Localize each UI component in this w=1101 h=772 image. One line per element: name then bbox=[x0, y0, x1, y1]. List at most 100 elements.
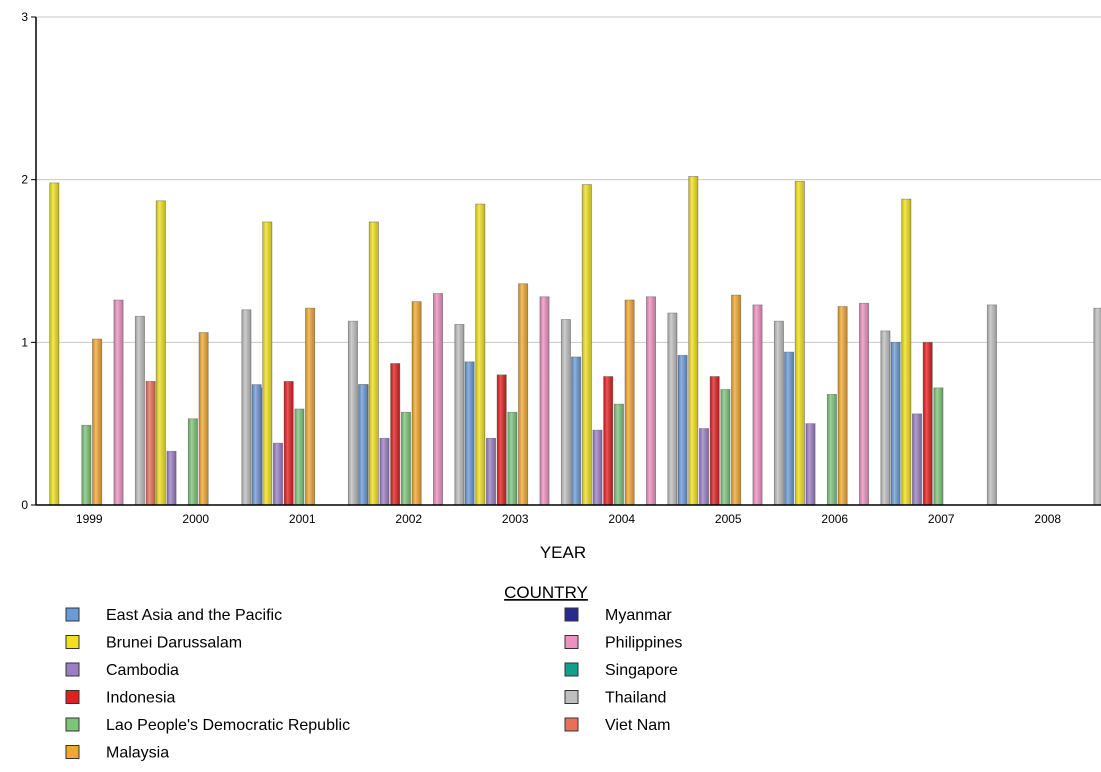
bar-2004-brunei-darussalam bbox=[581, 184, 592, 506]
bar-shading bbox=[774, 321, 784, 505]
legend-label: Cambodia bbox=[106, 662, 179, 679]
bar-2006-lao-people-s-democratic-republic bbox=[826, 393, 837, 506]
legend-label: Viet Nam bbox=[605, 717, 671, 734]
bar-1999-malaysia bbox=[92, 338, 103, 506]
bar-shading bbox=[273, 443, 283, 505]
bar-shading bbox=[412, 301, 422, 505]
legend-label: Singapore bbox=[605, 662, 678, 679]
bar-2000-thailand bbox=[241, 309, 252, 506]
bar-shading bbox=[146, 381, 156, 505]
axes: 0 1 2 3 1999 2000 2001 2002 2003 2004 2005 2006 2007… bbox=[21, 10, 1101, 526]
bar-2006-brunei-darussalam bbox=[794, 180, 805, 506]
bar-2003-indonesia bbox=[496, 374, 507, 506]
bar-shading bbox=[369, 221, 379, 505]
bar-2002-cambodia bbox=[379, 437, 390, 506]
bar-shading bbox=[625, 300, 635, 505]
bar-shading bbox=[859, 303, 869, 505]
bar-2000-cambodia bbox=[166, 450, 177, 506]
bar-2002-lao-people-s-democratic-republic bbox=[400, 411, 411, 506]
x-tick-label: 2004 bbox=[608, 512, 635, 526]
bar-shading bbox=[731, 295, 741, 505]
bar-shading bbox=[933, 387, 943, 505]
bar-2002-philippines bbox=[432, 293, 443, 506]
bar-shading bbox=[81, 425, 91, 505]
bar-shading bbox=[571, 356, 581, 505]
bar-shading bbox=[987, 304, 997, 505]
bar-shading bbox=[379, 438, 390, 505]
bar-shading bbox=[646, 296, 656, 505]
bar-2005-thailand bbox=[773, 320, 784, 506]
bar-2002-east-asia-and-the-pacific bbox=[358, 384, 369, 506]
y-tick-label: 3 bbox=[21, 10, 28, 24]
legend-swatch bbox=[65, 690, 80, 704]
bar-2003-thailand bbox=[560, 319, 571, 506]
bar-2004-east-asia-and-the-pacific bbox=[571, 356, 582, 506]
bar-shading bbox=[284, 381, 294, 505]
bar-2003-lao-people-s-democratic-republic bbox=[507, 411, 518, 506]
bar-shading bbox=[358, 384, 368, 505]
bar-2000-brunei-darussalam bbox=[155, 200, 166, 506]
legend-swatch bbox=[564, 717, 579, 732]
bar-2006-malaysia bbox=[837, 306, 848, 506]
legend-item-thailand: Thailand bbox=[564, 690, 666, 707]
bar-2003-malaysia bbox=[518, 283, 529, 506]
bar-2003-philippines bbox=[539, 296, 550, 506]
bar-2007-lao-people-s-democratic-republic bbox=[933, 387, 944, 506]
bar-shading bbox=[1093, 308, 1101, 505]
bar-shading bbox=[497, 374, 507, 505]
bar-shading bbox=[199, 332, 209, 505]
bar-shading bbox=[156, 200, 166, 505]
bar-2002-thailand bbox=[454, 324, 465, 506]
x-tick-label: 2005 bbox=[715, 512, 742, 526]
bar-2007-thailand bbox=[986, 304, 997, 506]
bar-2006-thailand bbox=[880, 330, 891, 506]
legend: East Asia and the Pacific Brunei Darussal… bbox=[65, 607, 682, 762]
bar-1999-brunei-darussalam bbox=[49, 182, 60, 506]
bar-2006-philippines bbox=[859, 302, 870, 506]
bar-2007-east-asia-and-the-pacific bbox=[890, 341, 901, 506]
x-tick-label: 2007 bbox=[928, 512, 955, 526]
bar-shading bbox=[838, 306, 848, 505]
x-tick-label: 1999 bbox=[76, 512, 103, 526]
legend-item-lao-people-s-democratic-republic: Lao People's Democratic Republic bbox=[65, 717, 350, 734]
legend-swatch bbox=[65, 607, 80, 622]
bar-2005-cambodia bbox=[699, 428, 710, 506]
x-tick-label: 2006 bbox=[821, 512, 848, 526]
legend-label: Thailand bbox=[605, 690, 666, 707]
x-tick-label: 2003 bbox=[502, 512, 529, 526]
bar-1999-philippines bbox=[113, 299, 124, 506]
bar-shading bbox=[688, 176, 698, 505]
bar-shading bbox=[805, 423, 816, 505]
x-tick-label: 2002 bbox=[395, 512, 422, 526]
bar-shading bbox=[113, 300, 124, 505]
legend-item-east-asia-and-the-pacific: East Asia and the Pacific bbox=[65, 607, 282, 624]
bar-shading bbox=[923, 342, 933, 505]
bar-shading bbox=[262, 221, 272, 505]
legend-item-cambodia: Cambodia bbox=[65, 662, 179, 679]
bar-2004-philippines bbox=[646, 296, 657, 506]
bar-2005-indonesia bbox=[709, 376, 720, 506]
bar-2004-lao-people-s-democratic-republic bbox=[613, 403, 624, 506]
legend-swatch bbox=[65, 717, 80, 732]
x-tick-label: 2008 bbox=[1034, 512, 1061, 526]
bar-shading bbox=[891, 342, 901, 505]
bar-2002-malaysia bbox=[411, 301, 422, 506]
bar-2001-malaysia bbox=[305, 307, 316, 506]
bar-shading bbox=[390, 363, 400, 505]
bar-2001-thailand bbox=[347, 320, 358, 506]
legend-item-indonesia: Indonesia bbox=[65, 690, 175, 707]
bar-shading bbox=[720, 389, 730, 505]
bar-shading bbox=[752, 304, 763, 505]
bar-shading bbox=[795, 181, 805, 505]
bar-2004-cambodia bbox=[592, 429, 603, 506]
bar-2005-lao-people-s-democratic-republic bbox=[720, 389, 731, 506]
bar-shading bbox=[784, 352, 794, 505]
bar-shading bbox=[614, 404, 624, 505]
bar-shading bbox=[699, 428, 709, 505]
bar-shading bbox=[912, 413, 922, 505]
legend-swatch bbox=[564, 607, 579, 622]
y-tick-label: 2 bbox=[21, 173, 28, 187]
legend-swatch bbox=[564, 690, 579, 704]
bar-1999-lao-people-s-democratic-republic bbox=[81, 424, 92, 506]
